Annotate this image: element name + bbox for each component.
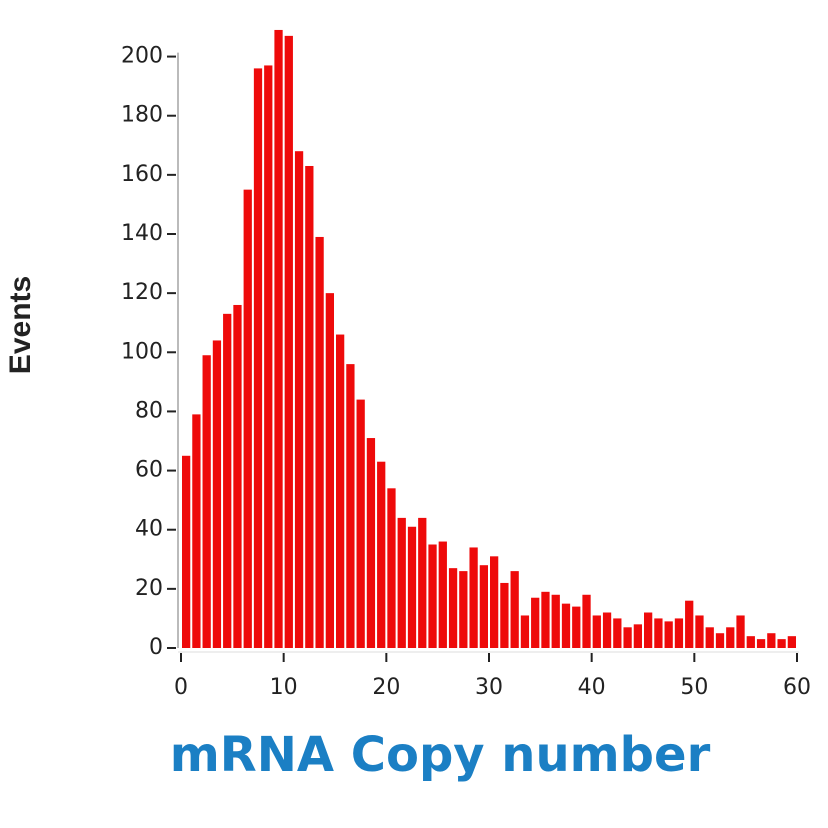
x-tick-label: 0 (174, 675, 188, 700)
y-tick-label: 0 (149, 635, 163, 660)
bar (664, 621, 673, 648)
bar (336, 334, 345, 648)
bar (284, 35, 293, 648)
bar (726, 627, 735, 648)
bar (243, 189, 252, 648)
bar (182, 455, 191, 648)
bar (551, 594, 560, 648)
x-tick-label: 10 (270, 675, 298, 700)
x-tick-label: 40 (578, 675, 606, 700)
bar (633, 624, 642, 648)
bar (582, 594, 591, 648)
bar (356, 399, 365, 648)
bar (705, 627, 714, 648)
y-tick-label: 40 (135, 517, 163, 542)
y-tick-label: 80 (135, 398, 163, 423)
bar (623, 627, 632, 648)
bar (695, 615, 704, 648)
x-tick-label: 50 (680, 675, 708, 700)
bar (294, 151, 304, 648)
bar (212, 340, 222, 648)
x-axis-label: mRNA Copy number (170, 727, 711, 783)
bar (479, 565, 488, 648)
bar (407, 526, 417, 648)
bar (397, 517, 406, 648)
bar (787, 636, 796, 648)
bar (510, 571, 519, 648)
bar (459, 571, 468, 648)
bar (377, 461, 386, 648)
y-tick-label: 100 (121, 339, 163, 364)
x-tick-label: 60 (783, 675, 811, 700)
bar (264, 65, 273, 648)
y-tick-label: 180 (121, 103, 163, 128)
y-tick-label: 120 (121, 280, 163, 305)
y-tick-label: 160 (121, 162, 163, 187)
bar (531, 597, 540, 648)
bar (438, 541, 447, 648)
bar (500, 582, 509, 648)
bar (253, 68, 263, 648)
y-tick-label: 200 (121, 44, 163, 69)
bar (490, 556, 499, 648)
bar (202, 355, 211, 648)
bar (469, 547, 478, 648)
bar (274, 29, 283, 648)
x-tick-label: 20 (372, 675, 400, 700)
bar (448, 568, 458, 648)
bar (223, 313, 232, 648)
bar (233, 304, 242, 648)
bar (767, 633, 776, 648)
y-axis-label: Events (4, 276, 37, 374)
bar (746, 636, 755, 648)
bar (315, 236, 324, 648)
bar (346, 364, 355, 648)
bar (305, 165, 314, 648)
bar (561, 603, 571, 648)
bar (654, 618, 663, 648)
bar (541, 591, 550, 648)
y-tick-label: 20 (135, 576, 163, 601)
bar (777, 639, 786, 648)
bar (613, 618, 622, 648)
bar (366, 438, 376, 648)
bar (428, 544, 437, 648)
bar (418, 517, 427, 648)
bar (715, 633, 725, 648)
y-tick-label: 60 (135, 458, 163, 483)
bar (685, 600, 694, 648)
bar (736, 615, 745, 648)
bar (520, 615, 530, 648)
bar (602, 612, 612, 648)
bar (192, 414, 201, 648)
bar (325, 293, 334, 648)
bar (644, 612, 653, 648)
x-tick-label: 30 (475, 675, 503, 700)
bar (756, 639, 766, 648)
bar (674, 618, 684, 648)
bar (592, 615, 601, 648)
bar (387, 488, 396, 648)
y-tick-label: 140 (121, 221, 163, 246)
bar (572, 606, 581, 648)
